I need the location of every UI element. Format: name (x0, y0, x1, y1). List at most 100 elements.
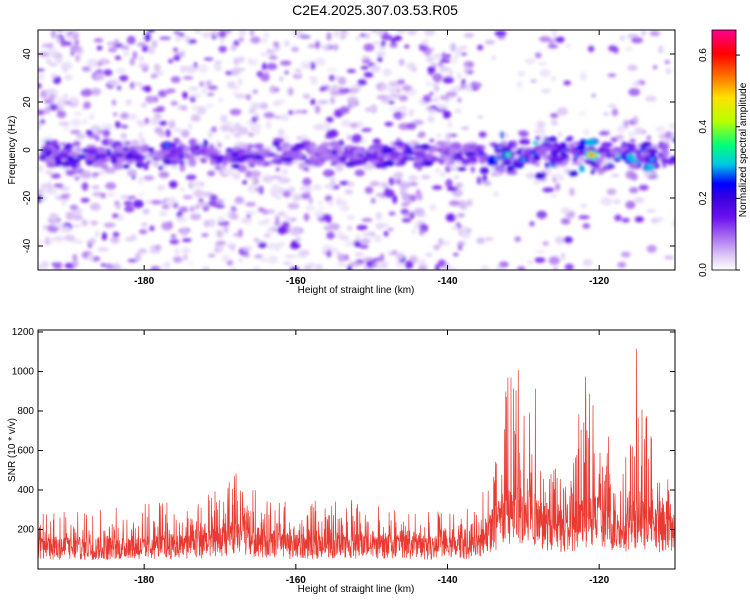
spectrogram-band-cell (621, 145, 629, 151)
spectrogram-cell (519, 130, 529, 138)
spectrogram-cell (375, 211, 382, 220)
spectrogram-band-cell (549, 160, 556, 165)
spectrogram-cell (344, 189, 354, 195)
spectrogram-cell (48, 104, 59, 111)
spectrogram-cell (326, 231, 335, 240)
snr-y-tick-label: 200 (17, 524, 34, 535)
spectrogram-band-cell (474, 153, 487, 158)
spectrogram-cell (463, 33, 475, 38)
spectrogram-band-cell (600, 141, 613, 148)
spectrogram-cell (498, 261, 509, 268)
spectrogram-cell (287, 87, 294, 96)
spectrogram-cell (73, 239, 84, 244)
spectrogram-cell (464, 64, 469, 74)
spectrogram-cell (351, 134, 357, 143)
spectrogram-cell (178, 206, 189, 213)
spectrogram-cell (189, 213, 202, 221)
spectrogram-cell (90, 87, 102, 96)
spectrogram-cell (354, 252, 364, 257)
spectrogram-cell (57, 97, 64, 104)
spectrogram-cell (455, 182, 463, 189)
spectrogram-band-cell (630, 162, 639, 170)
spectrogram-band-cell (643, 163, 648, 170)
spectrogram-cell (419, 228, 425, 236)
spectrogram-cell (145, 95, 156, 104)
spectrogram-cell (294, 68, 302, 73)
spectrogram-cell (120, 195, 129, 199)
spectrogram-band-cell (607, 162, 613, 168)
spectrogram-cell (106, 192, 116, 197)
spectrogram-band-cell (59, 142, 67, 146)
spectrogram-band-cell (245, 154, 256, 158)
spectrogram-cell (80, 197, 90, 203)
spectrogram-cell (627, 64, 638, 71)
spectrogram-cell (252, 89, 258, 94)
spectrogram-cell (228, 126, 237, 134)
spectrogram-cell (413, 225, 418, 231)
spectrogram-band-cell (560, 152, 569, 157)
spectrogram-band-cell (664, 131, 672, 139)
spectrogram-cell (181, 129, 190, 138)
spectrogram-cell (183, 253, 188, 261)
spectrogram-cell (432, 73, 443, 81)
spectrogram-band-cell (464, 151, 476, 157)
spectrogram-band-cell (276, 146, 283, 151)
spectrogram-band-cell (548, 136, 558, 143)
spectrogram-cell (504, 132, 510, 138)
spectrogram-cell (401, 218, 412, 223)
spectrogram-cell (93, 72, 105, 81)
spectrogram-band-cell (413, 144, 423, 149)
spectrogram-cell (253, 237, 260, 243)
spectrogram-cell (339, 106, 350, 115)
spectrogram-cell (560, 252, 566, 260)
spectrogram-cell (245, 170, 252, 179)
spectrogram-cell (203, 219, 210, 228)
spectrogram-band-cell (321, 141, 330, 148)
snr-x-tick-label: -160 (286, 575, 306, 586)
spectrogram-band-cell (382, 144, 389, 151)
spectrogram-cell (65, 169, 76, 176)
spectrogram-cell (550, 117, 557, 127)
spectrogram-field (38, 30, 675, 270)
spectrogram-band-cell (579, 157, 585, 162)
spectrogram-cell (665, 67, 672, 75)
spectrogram-cell (100, 263, 107, 267)
spectrogram-cell (317, 100, 329, 105)
spectrogram-cell (617, 261, 627, 268)
spectrogram-cell (380, 181, 389, 188)
spectrogram-cell (74, 39, 80, 46)
spectrogram-band-cell (512, 162, 524, 169)
spectrogram-cell (335, 163, 344, 172)
spectrogram-band-cell (420, 143, 431, 151)
spectrogram-cell (265, 120, 272, 130)
spectrogram-cell (634, 126, 644, 135)
spectrogram-cell (448, 200, 460, 207)
spectrogram-cell (81, 119, 88, 125)
spectrogram-cell (163, 89, 172, 95)
spectrogram-cell (623, 119, 630, 129)
spectrogram-cell (445, 132, 452, 141)
spectrogram-cell (432, 97, 439, 103)
spectrogram-cell (168, 180, 178, 189)
spectrogram-cell (273, 115, 283, 119)
spectrogram-band-cell (85, 152, 97, 161)
spectrogram-band-cell (414, 150, 426, 158)
spectrogram-band-cell (662, 162, 667, 168)
spectrogram-cell (124, 236, 135, 242)
snr-series-line (38, 348, 675, 561)
spectrogram-cell (152, 108, 165, 113)
spectrogram-cell (215, 198, 224, 205)
spectrogram-cell (245, 94, 252, 101)
spectrogram-band-cell (174, 149, 185, 155)
spectrogram-cell (182, 91, 188, 99)
spectrogram-cell (302, 93, 311, 99)
spectrogram-cell (50, 173, 61, 179)
spectrogram-cell (373, 234, 383, 243)
snr-y-tick-label: 400 (17, 485, 34, 496)
spectrogram-cell (314, 105, 321, 114)
spectrogram-band-cell (208, 152, 220, 157)
spectrogram-y-axis-label: Frequency (Hz) (7, 116, 18, 185)
spectrogram-band-cell (331, 151, 339, 155)
spectrogram-cell (347, 181, 355, 187)
spectrogram-cell (517, 70, 526, 77)
